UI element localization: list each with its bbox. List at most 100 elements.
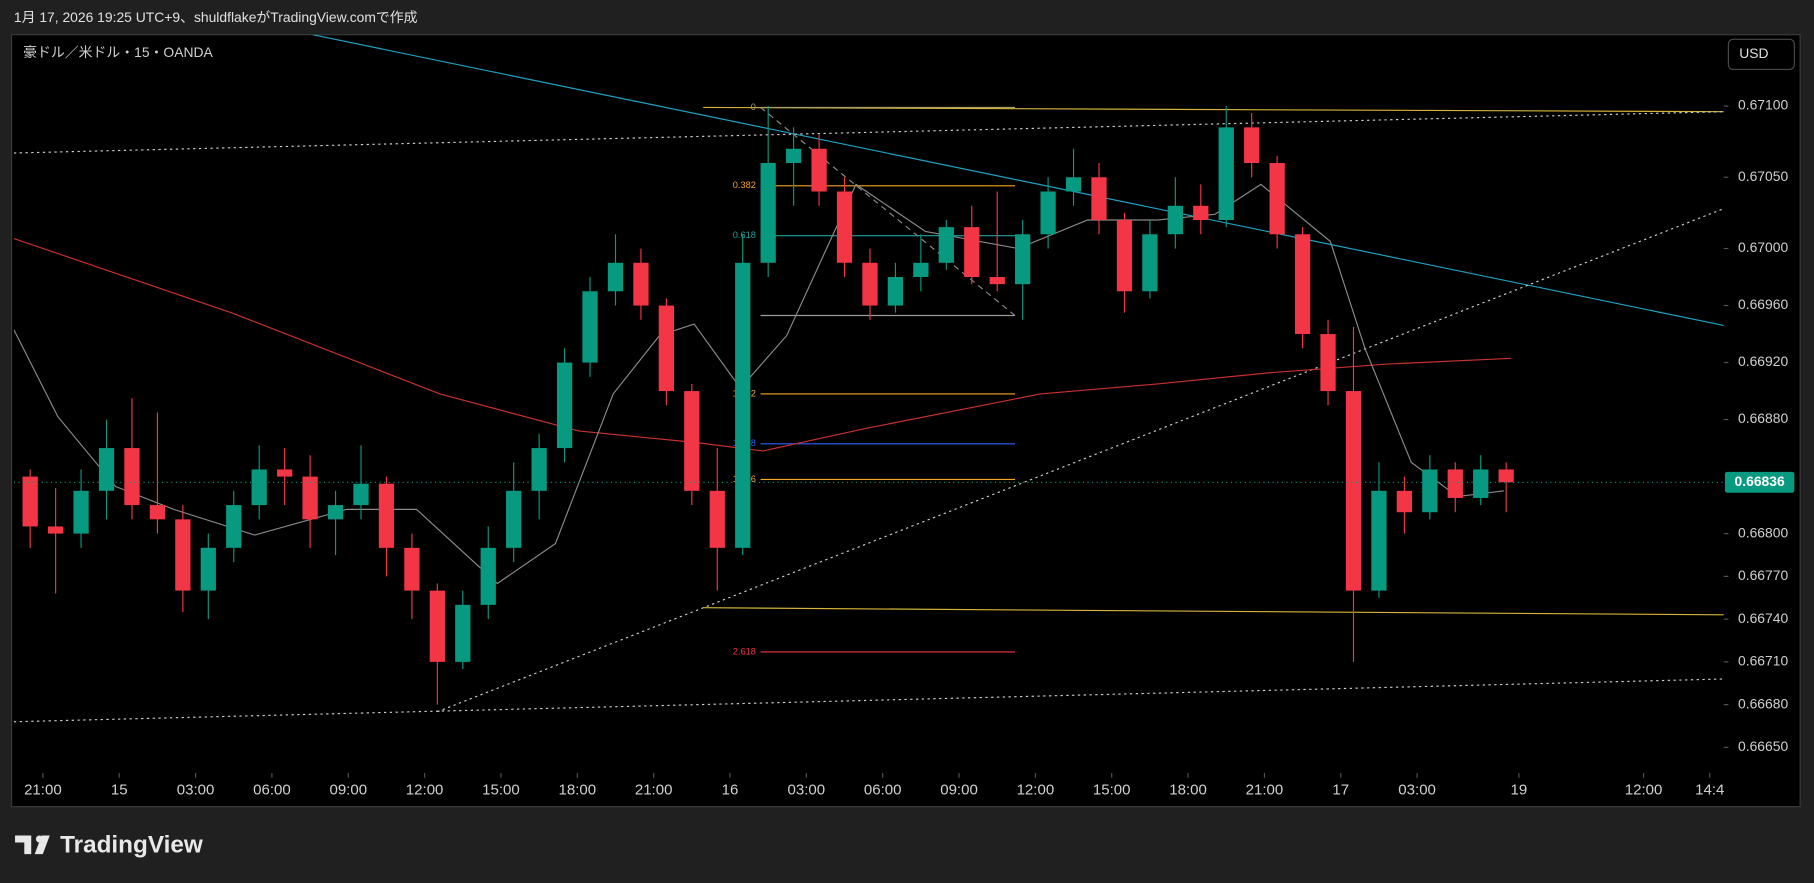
candle-body <box>1396 490 1413 513</box>
y-tick-label: 0.66880 <box>1738 410 1788 426</box>
candle-body <box>47 526 64 534</box>
candle-body <box>404 547 420 591</box>
x-tick-label: 03:00 <box>177 781 215 798</box>
candle-body <box>124 448 140 506</box>
candle-body <box>1345 391 1362 591</box>
y-tick-label: 0.66960 <box>1738 296 1788 312</box>
candle-body <box>709 490 725 548</box>
y-tick-label: 0.66770 <box>1738 567 1788 583</box>
candle-body <box>836 191 853 263</box>
x-tick-label: 15:00 <box>1093 781 1131 798</box>
last-price-box <box>1724 471 1795 493</box>
candle-body <box>327 505 344 520</box>
y-tick-label: 0.66710 <box>1738 653 1788 669</box>
candle-body <box>175 519 191 591</box>
currency-label[interactable]: USD <box>1739 45 1768 61</box>
x-tick-label: 21:00 <box>24 781 62 798</box>
candle-body <box>353 483 369 506</box>
axes: 0.67100 0.67050 0.67000 0.66960 0.66920 0.668… <box>24 97 1795 798</box>
y-tick-label: 0.67050 <box>1738 168 1788 184</box>
trend-line <box>13 111 1724 154</box>
candle-body <box>1091 177 1107 221</box>
candle-body <box>862 262 878 306</box>
candle-body <box>149 505 166 520</box>
candle-body <box>938 227 954 263</box>
y-tick-label: 0.66740 <box>1738 610 1788 626</box>
candle-body <box>251 469 267 506</box>
x-tick-label: 21:00 <box>635 781 673 798</box>
last-price-label: 0.66836 <box>1735 473 1785 489</box>
x-tick-label: 16 <box>722 781 739 798</box>
trend-line <box>703 607 1724 616</box>
logo-text: TradingView <box>60 831 203 858</box>
candle-body <box>1422 469 1438 513</box>
candle-body <box>633 262 649 306</box>
candle-body <box>735 262 751 548</box>
fib-label: 0.618 <box>733 230 756 240</box>
y-tick-label: 0.66650 <box>1738 738 1788 754</box>
x-tick-label: 15:00 <box>482 781 520 798</box>
candle-body <box>277 469 293 477</box>
y-tick-label: 0.67000 <box>1738 239 1788 255</box>
candle-body <box>760 163 776 263</box>
y-tick-label: 0.66920 <box>1738 353 1788 369</box>
x-tick-label: 14:4 <box>1695 781 1724 798</box>
candle-body <box>73 490 89 534</box>
candle-body <box>1320 334 1336 392</box>
candle-body <box>1473 469 1489 498</box>
candle-body <box>1218 127 1234 221</box>
candle-body <box>684 391 700 491</box>
x-tick-label: 19 <box>1511 781 1528 798</box>
x-tick-label: 06:00 <box>253 781 291 798</box>
candle-body <box>1167 205 1183 235</box>
candle-body <box>1269 163 1285 235</box>
x-tick-label: 09:00 <box>940 781 978 798</box>
candle-body <box>226 505 242 548</box>
candle-body <box>556 362 573 449</box>
trend-line <box>13 678 1724 723</box>
x-tick-label: 17 <box>1332 781 1349 798</box>
candle-body <box>480 547 496 605</box>
x-tick-label: 03:00 <box>788 781 826 798</box>
moving-average <box>13 183 1504 585</box>
x-tick-label: 21:00 <box>1246 781 1284 798</box>
trend-line <box>703 106 1724 113</box>
candle-body <box>607 262 624 292</box>
fib-label: 2.618 <box>733 646 756 656</box>
logo-dot <box>35 835 43 843</box>
candle-body <box>200 547 216 591</box>
tradingview-logo <box>15 835 50 855</box>
candle-body <box>1447 469 1463 498</box>
candle-body <box>1193 205 1209 221</box>
x-tick-label: 12:00 <box>1625 781 1663 798</box>
candle-body <box>506 490 522 548</box>
currency-button[interactable] <box>1727 38 1795 71</box>
fib-label: 0.382 <box>733 180 756 190</box>
candle-body <box>531 448 547 491</box>
candle-body <box>989 277 1005 285</box>
candle-body <box>455 604 471 662</box>
moving-average <box>13 237 1512 452</box>
candle-body <box>1116 220 1133 292</box>
x-tick-label: 15 <box>111 781 128 798</box>
candle-body <box>302 476 318 520</box>
candle-body <box>658 305 675 392</box>
candle-body <box>1294 234 1311 335</box>
x-tick-label: 09:00 <box>329 781 367 798</box>
trend-line <box>437 208 1724 713</box>
candle-body <box>378 483 395 548</box>
candle-body <box>964 227 980 278</box>
x-tick-label: 12:00 <box>1017 781 1055 798</box>
candle-body <box>1244 127 1260 164</box>
candle-body <box>582 291 598 363</box>
y-tick-label: 0.66680 <box>1738 695 1788 711</box>
x-tick-label: 12:00 <box>406 781 444 798</box>
candle-body <box>429 590 445 662</box>
candle-body <box>785 148 802 164</box>
trend-line <box>760 106 1016 316</box>
candle-body <box>1040 191 1056 235</box>
x-tick-label: 03:00 <box>1398 781 1436 798</box>
candle-body <box>887 277 904 306</box>
candle-body <box>1371 490 1387 591</box>
